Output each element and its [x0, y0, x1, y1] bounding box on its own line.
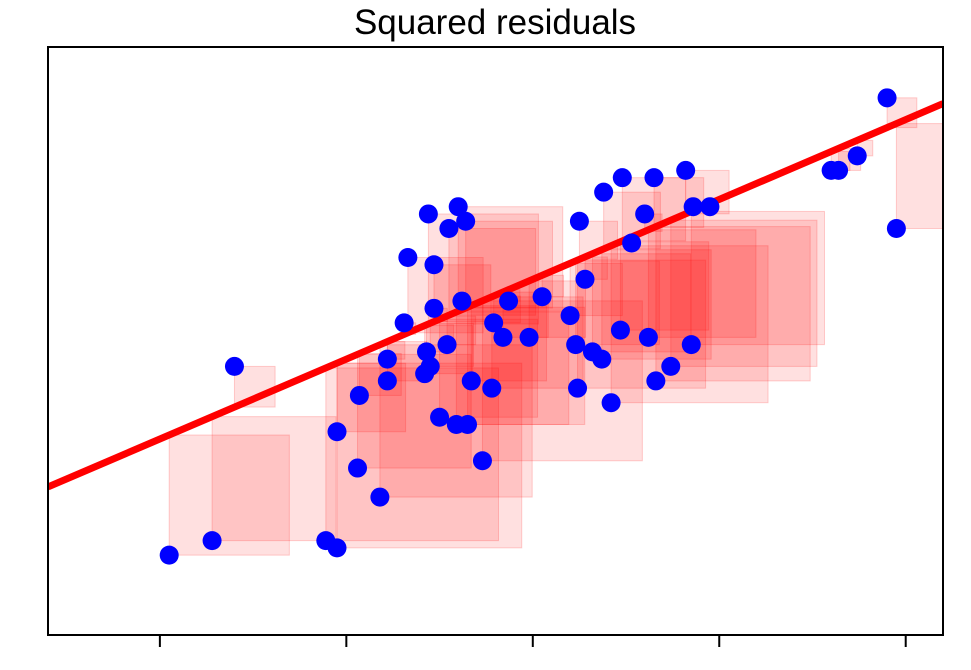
residual-square-48: [655, 226, 811, 382]
data-point-8: [370, 487, 390, 507]
data-point-53: [700, 197, 720, 217]
data-point-16: [424, 298, 444, 318]
data-point-56: [847, 146, 867, 166]
residual-square-42: [619, 241, 710, 331]
data-point-47: [644, 168, 664, 188]
data-point-30: [472, 451, 492, 471]
data-point-29: [448, 197, 468, 217]
data-point-7: [349, 385, 369, 405]
data-point-10: [377, 349, 397, 369]
data-point-27: [482, 378, 502, 398]
regression-line-layer: [48, 100, 943, 491]
data-point-24: [456, 211, 476, 231]
data-point-60: [594, 182, 614, 202]
data-points: [159, 88, 906, 565]
data-point-19: [430, 407, 450, 427]
chart-title: Squared residuals: [353, 3, 637, 42]
data-point-17: [424, 255, 444, 275]
data-point-37: [575, 269, 595, 289]
data-point-2: [202, 531, 222, 551]
data-point-58: [886, 218, 906, 238]
data-point-51: [683, 197, 703, 217]
data-point-1: [224, 356, 244, 376]
data-point-57: [877, 88, 897, 108]
residual-square-2: [211, 416, 337, 542]
data-point-11: [394, 313, 414, 333]
data-point-33: [519, 327, 539, 347]
data-point-18: [420, 356, 440, 376]
residual-square-58: [895, 123, 943, 229]
data-point-41: [601, 393, 621, 413]
data-point-21: [439, 218, 459, 238]
residual-square-35: [569, 262, 623, 317]
data-point-34: [532, 287, 552, 307]
data-point-42: [610, 320, 630, 340]
data-point-14: [417, 342, 437, 362]
data-point-0: [159, 545, 179, 565]
residual-square-46: [647, 229, 757, 338]
data-point-40: [592, 349, 612, 369]
residual-square-6: [357, 353, 472, 469]
data-point-25: [461, 371, 481, 391]
residual-square-22: [455, 311, 570, 425]
data-point-36: [566, 335, 586, 355]
data-point-55: [829, 160, 849, 180]
data-point-43: [612, 168, 632, 188]
residual-square-0: [168, 434, 290, 556]
data-point-6: [348, 458, 368, 478]
data-point-49: [661, 356, 681, 376]
data-point-45: [635, 204, 655, 224]
data-point-26: [458, 414, 478, 434]
axes: [47, 46, 944, 647]
data-point-5: [327, 422, 347, 442]
data-point-31: [493, 327, 513, 347]
residual-square-41: [610, 245, 769, 404]
data-point-52: [681, 335, 701, 355]
residual-squares: [168, 97, 943, 556]
data-point-46: [638, 327, 658, 347]
data-point-44: [622, 233, 642, 253]
data-point-9: [377, 371, 397, 391]
data-point-20: [437, 335, 457, 355]
residual-square-52: [690, 210, 825, 346]
data-point-28: [484, 313, 504, 333]
data-point-32: [499, 291, 519, 311]
data-point-15: [418, 204, 438, 224]
data-point-4: [316, 531, 336, 551]
data-point-35: [560, 306, 580, 326]
data-point-50: [676, 160, 696, 180]
data-point-39: [568, 378, 588, 398]
data-point-48: [646, 371, 666, 391]
data-point-59: [569, 211, 589, 231]
regression-line: [48, 100, 943, 491]
data-point-23: [452, 291, 472, 311]
plot-frame: [47, 46, 944, 636]
data-point-12: [398, 248, 418, 268]
